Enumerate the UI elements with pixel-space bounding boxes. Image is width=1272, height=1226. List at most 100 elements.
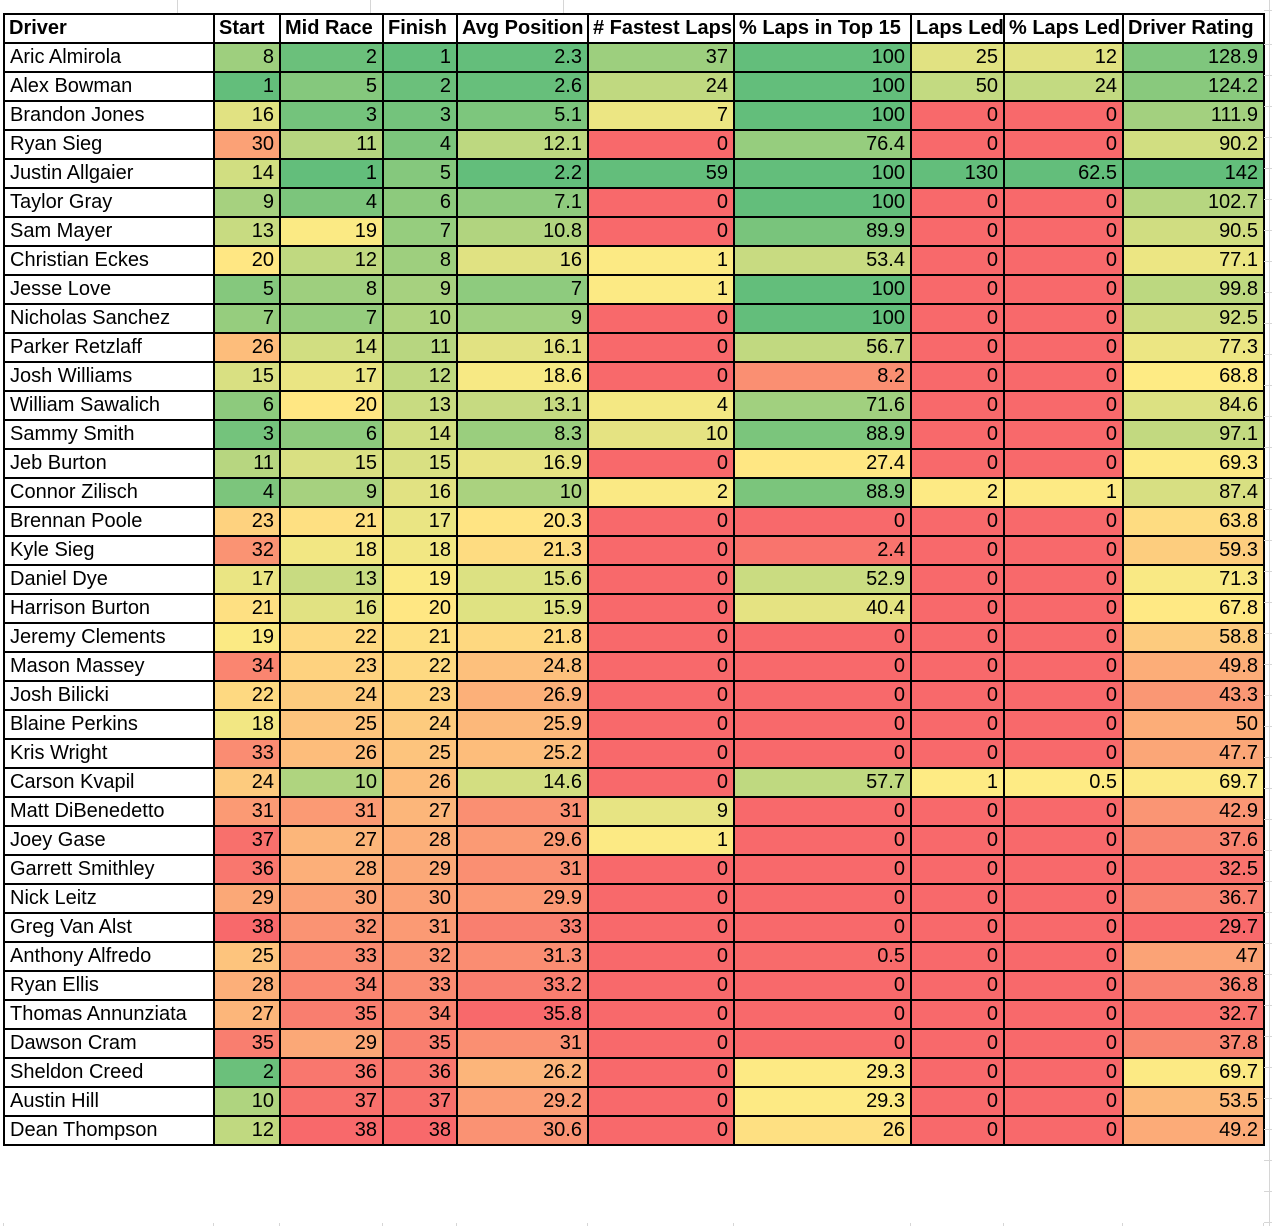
cell-driver-rating[interactable]: 37.6 [1122, 825, 1265, 856]
cell-mid-race[interactable]: 6 [279, 419, 384, 450]
cell-mid-race[interactable]: 27 [279, 825, 384, 856]
cell-finish[interactable]: 4 [382, 129, 458, 160]
cell-fastest-laps[interactable]: 0 [587, 622, 735, 653]
cell-avg-position[interactable]: 31 [456, 854, 589, 885]
cell-mid-race[interactable]: 15 [279, 448, 384, 479]
cell-laps-led[interactable]: 0 [910, 709, 1005, 740]
cell-finish[interactable]: 21 [382, 622, 458, 653]
cell-driver-rating[interactable]: 49.8 [1122, 651, 1265, 682]
cell-finish[interactable]: 5 [382, 158, 458, 189]
cell-laps-led[interactable]: 0 [910, 535, 1005, 566]
column-header-start[interactable]: Start [213, 13, 281, 44]
cell-avg-position[interactable]: 16.1 [456, 332, 589, 363]
cell-driver[interactable]: Jesse Love [3, 274, 215, 305]
cell-fastest-laps[interactable]: 0 [587, 332, 735, 363]
cell-driver-rating[interactable]: 102.7 [1122, 187, 1265, 218]
cell-laps-led[interactable]: 0 [910, 651, 1005, 682]
cell-pct-laps-led[interactable]: 0 [1003, 593, 1124, 624]
cell-driver-rating[interactable]: 99.8 [1122, 274, 1265, 305]
cell-fastest-laps[interactable]: 0 [587, 564, 735, 595]
cell-fastest-laps[interactable]: 0 [587, 970, 735, 1001]
cell-driver[interactable]: Josh Bilicki [3, 680, 215, 711]
column-header-fastest-laps[interactable]: # Fastest Laps [587, 13, 735, 44]
cell-avg-position[interactable]: 9 [456, 303, 589, 334]
cell-finish[interactable]: 38 [382, 1115, 458, 1146]
cell-finish[interactable]: 11 [382, 332, 458, 363]
cell-driver-rating[interactable]: 37.8 [1122, 1028, 1265, 1059]
cell-start[interactable]: 6 [213, 390, 281, 421]
cell-finish[interactable]: 7 [382, 216, 458, 247]
cell-pct-laps-led[interactable]: 0 [1003, 941, 1124, 972]
cell-driver-rating[interactable]: 97.1 [1122, 419, 1265, 450]
cell-avg-position[interactable]: 21.3 [456, 535, 589, 566]
cell-avg-position[interactable]: 18.6 [456, 361, 589, 392]
cell-fastest-laps[interactable]: 0 [587, 680, 735, 711]
column-header-driver-rating[interactable]: Driver Rating [1122, 13, 1265, 44]
cell-driver-rating[interactable]: 50 [1122, 709, 1265, 740]
cell-fastest-laps[interactable]: 37 [587, 42, 735, 73]
cell-laps-led[interactable]: 0 [910, 796, 1005, 827]
cell-start[interactable]: 36 [213, 854, 281, 885]
cell-avg-position[interactable]: 7 [456, 274, 589, 305]
cell-driver-rating[interactable]: 36.7 [1122, 883, 1265, 914]
cell-laps-led[interactable]: 0 [910, 941, 1005, 972]
cell-mid-race[interactable]: 9 [279, 477, 384, 508]
cell-fastest-laps[interactable]: 0 [587, 535, 735, 566]
cell-finish[interactable]: 34 [382, 999, 458, 1030]
cell-laps-led[interactable]: 0 [910, 883, 1005, 914]
cell-pct-laps-led[interactable]: 0 [1003, 680, 1124, 711]
cell-driver-rating[interactable]: 69.7 [1122, 767, 1265, 798]
cell-pct-laps-top15[interactable]: 8.2 [733, 361, 912, 392]
cell-start[interactable]: 15 [213, 361, 281, 392]
column-header-avg-position[interactable]: Avg Position [456, 13, 589, 44]
cell-pct-laps-top15[interactable]: 57.7 [733, 767, 912, 798]
cell-laps-led[interactable]: 0 [910, 622, 1005, 653]
cell-driver[interactable]: Austin Hill [3, 1086, 215, 1117]
cell-avg-position[interactable]: 16.9 [456, 448, 589, 479]
cell-pct-laps-top15[interactable]: 89.9 [733, 216, 912, 247]
cell-finish[interactable]: 2 [382, 71, 458, 102]
cell-start[interactable]: 28 [213, 970, 281, 1001]
cell-driver-rating[interactable]: 63.8 [1122, 506, 1265, 537]
cell-driver[interactable]: Matt DiBenedetto [3, 796, 215, 827]
cell-laps-led[interactable]: 0 [910, 999, 1005, 1030]
cell-pct-laps-top15[interactable]: 100 [733, 303, 912, 334]
cell-pct-laps-top15[interactable]: 40.4 [733, 593, 912, 624]
cell-driver[interactable]: Jeb Burton [3, 448, 215, 479]
cell-fastest-laps[interactable]: 4 [587, 390, 735, 421]
cell-mid-race[interactable]: 36 [279, 1057, 384, 1088]
cell-driver-rating[interactable]: 128.9 [1122, 42, 1265, 73]
cell-start[interactable]: 7 [213, 303, 281, 334]
cell-start[interactable]: 9 [213, 187, 281, 218]
cell-pct-laps-led[interactable]: 0 [1003, 361, 1124, 392]
cell-avg-position[interactable]: 14.6 [456, 767, 589, 798]
cell-pct-laps-led[interactable]: 0 [1003, 1086, 1124, 1117]
cell-driver[interactable]: Ryan Ellis [3, 970, 215, 1001]
cell-fastest-laps[interactable]: 0 [587, 999, 735, 1030]
cell-laps-led[interactable]: 0 [910, 390, 1005, 421]
cell-fastest-laps[interactable]: 10 [587, 419, 735, 450]
cell-start[interactable]: 18 [213, 709, 281, 740]
cell-pct-laps-led[interactable]: 0 [1003, 419, 1124, 450]
column-header-pct-laps-top15[interactable]: % Laps in Top 15 [733, 13, 912, 44]
cell-mid-race[interactable]: 37 [279, 1086, 384, 1117]
cell-fastest-laps[interactable]: 0 [587, 1028, 735, 1059]
cell-avg-position[interactable]: 7.1 [456, 187, 589, 218]
cell-mid-race[interactable]: 31 [279, 796, 384, 827]
cell-pct-laps-top15[interactable]: 56.7 [733, 332, 912, 363]
cell-pct-laps-led[interactable]: 0 [1003, 999, 1124, 1030]
cell-mid-race[interactable]: 10 [279, 767, 384, 798]
cell-fastest-laps[interactable]: 0 [587, 651, 735, 682]
cell-pct-laps-top15[interactable]: 0 [733, 651, 912, 682]
cell-driver[interactable]: Christian Eckes [3, 245, 215, 276]
cell-driver[interactable]: Ryan Sieg [3, 129, 215, 160]
cell-mid-race[interactable]: 34 [279, 970, 384, 1001]
cell-fastest-laps[interactable]: 2 [587, 477, 735, 508]
cell-driver[interactable]: Carson Kvapil [3, 767, 215, 798]
cell-start[interactable]: 5 [213, 274, 281, 305]
cell-laps-led[interactable]: 0 [910, 912, 1005, 943]
cell-avg-position[interactable]: 25.9 [456, 709, 589, 740]
cell-laps-led[interactable]: 1 [910, 767, 1005, 798]
cell-start[interactable]: 17 [213, 564, 281, 595]
cell-driver-rating[interactable]: 71.3 [1122, 564, 1265, 595]
